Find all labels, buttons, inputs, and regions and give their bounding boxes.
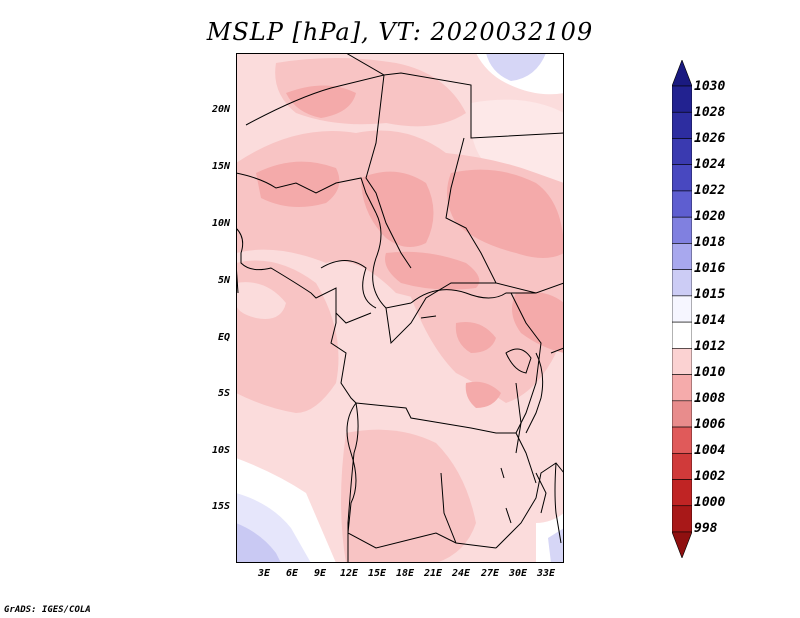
colorbar-label: 1015 <box>694 287 726 302</box>
y-tick-label: 5S <box>217 388 230 399</box>
x-tick-label: 33E <box>536 568 556 579</box>
colorbar-swatch <box>672 111 692 139</box>
field-1008-sahara <box>286 85 356 118</box>
lakes <box>420 315 547 524</box>
y-tick-label: 10S <box>211 445 230 456</box>
colorbar-swatch <box>672 243 692 270</box>
colorbar-label: 1018 <box>694 235 726 250</box>
coastlines <box>236 227 562 563</box>
x-tick-label: 21E <box>423 568 443 579</box>
colorbar-swatch <box>672 216 692 244</box>
y-tick-label: 15S <box>211 501 230 512</box>
colorbar-label: 1002 <box>694 469 726 484</box>
field-1008-sudan <box>447 169 564 258</box>
colorbar-swatch <box>672 164 692 192</box>
field-1012-gulf <box>236 282 286 319</box>
colorbar-swatch <box>672 374 692 402</box>
field-1008-congo <box>465 381 501 408</box>
field-1008-car <box>385 251 480 290</box>
x-tick-label: 27E <box>480 568 500 579</box>
x-tick-label: 24E <box>451 568 471 579</box>
colorbar-label: 1006 <box>694 417 726 432</box>
colorbar-label: 1024 <box>694 157 726 172</box>
colorbar-label: 1020 <box>694 209 726 224</box>
field-1016-southwest <box>236 523 281 563</box>
field-1008-lakes <box>455 322 496 353</box>
colorbar-label: 1014 <box>694 313 726 328</box>
colorbar-swatch <box>672 321 692 349</box>
y-tick-label: 15N <box>211 161 230 172</box>
colorbar-label: 1022 <box>694 183 726 198</box>
pressure-map <box>236 53 564 563</box>
colorbar-label: 1010 <box>694 365 726 380</box>
field-1010-south <box>341 429 476 563</box>
x-tick-label: 9E <box>313 568 327 579</box>
x-tick-label: 15E <box>367 568 387 579</box>
colorbar-label: 1028 <box>694 105 726 120</box>
colorbar-swatch <box>672 348 692 375</box>
colorbar-swatch <box>672 138 692 166</box>
colorbar-swatch <box>672 190 692 218</box>
colorbar-swatch <box>672 505 692 533</box>
y-tick-label: 10N <box>211 218 230 229</box>
colorbar-label: 1000 <box>694 495 726 510</box>
colorbar-swatch <box>672 531 692 558</box>
field-1012-angola <box>236 421 327 465</box>
colorbar-swatch <box>672 479 692 507</box>
chart-title: MSLP [hPa], VT: 2020032109 <box>206 18 594 46</box>
colorbar-label: 1004 <box>694 443 726 458</box>
y-tick-label: 20N <box>211 104 230 115</box>
x-tick-label: 30E <box>508 568 528 579</box>
country-borders <box>236 53 564 549</box>
colorbar-swatch <box>672 60 692 87</box>
colorbar-label: 1030 <box>694 79 726 94</box>
colorbar-label: 1008 <box>694 391 726 406</box>
field-1016-northeast <box>486 53 546 81</box>
colorbar-swatch <box>672 295 692 323</box>
field-1008-chad <box>361 171 434 247</box>
colorbar-swatch <box>672 85 692 113</box>
footer-credit: GrADS: IGES/COLA <box>4 605 91 615</box>
y-tick-label: 5N <box>217 275 230 286</box>
colorbar-label: 1016 <box>694 261 726 276</box>
x-tick-label: 6E <box>285 568 299 579</box>
y-tick-label: EQ <box>217 332 230 343</box>
colorbar-swatch <box>672 426 692 454</box>
map-frame <box>236 53 564 563</box>
colorbar-label: 998 <box>694 521 718 536</box>
colorbar-label: 1026 <box>694 131 726 146</box>
x-tick-label: 3E <box>257 568 271 579</box>
colorbar-swatch <box>672 269 692 297</box>
field-1008-east <box>512 291 564 353</box>
x-tick-label: 18E <box>395 568 415 579</box>
colorbar-swatch <box>672 400 692 428</box>
colorbar <box>672 60 692 558</box>
x-tick-label: 12E <box>339 568 359 579</box>
colorbar-swatch <box>672 452 692 480</box>
colorbar-label: 1012 <box>694 339 726 354</box>
